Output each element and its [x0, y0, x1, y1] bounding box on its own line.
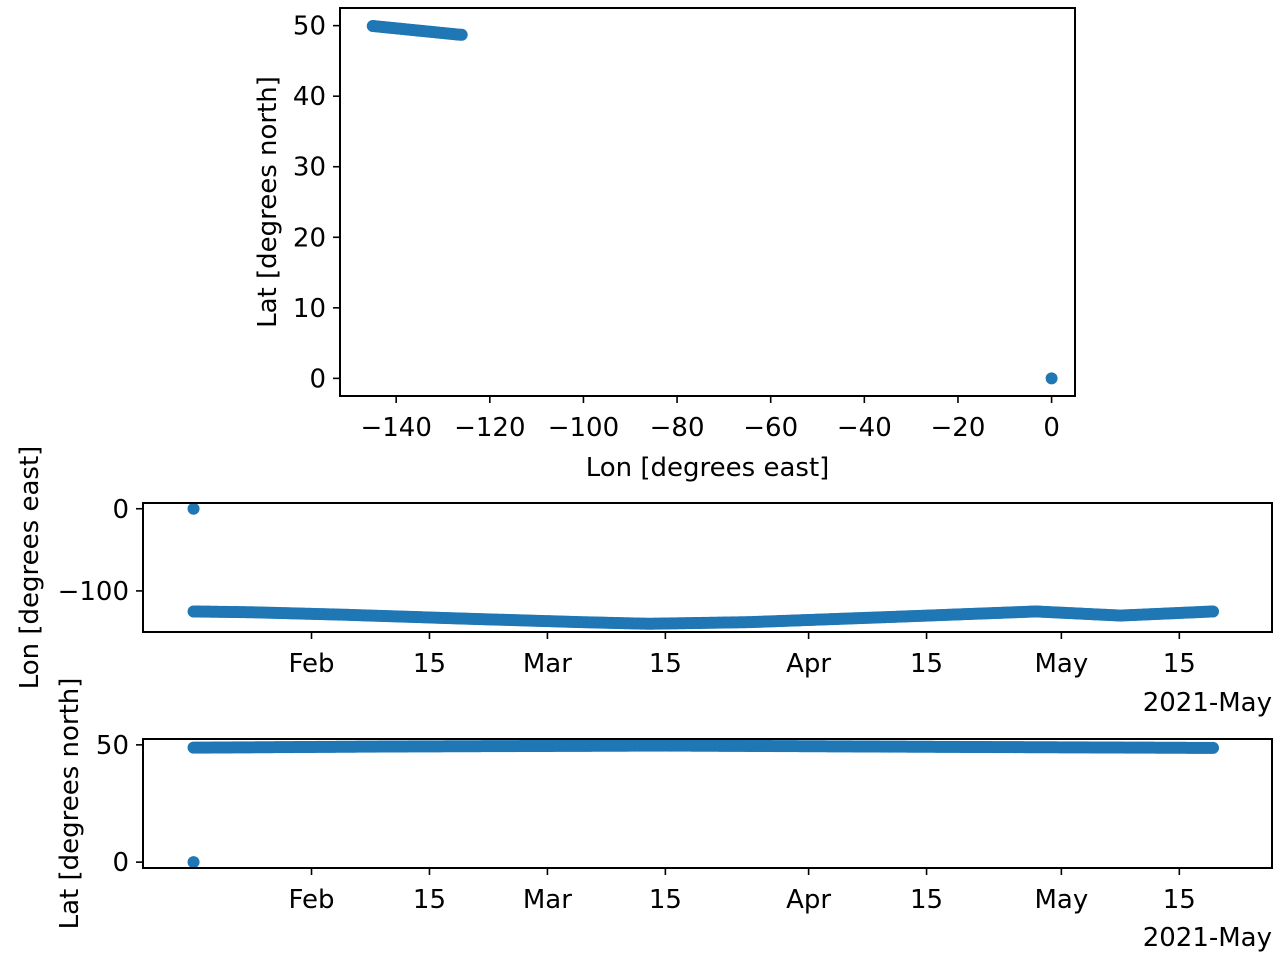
- y-tick-label: 50: [293, 12, 326, 42]
- axes-frame: [142, 738, 1273, 869]
- x-tick-label: −120: [454, 413, 525, 443]
- x-tick-label: Mar: [523, 885, 572, 915]
- timeseries-panel-lon: Feb 15 Mar 15 Apr 15 May 15 0 −100 Lon [degrees e…: [15, 446, 1273, 718]
- scatter-points: [187, 502, 1220, 630]
- x-tick-label: −100: [548, 413, 619, 443]
- scatter-panel-lat-vs-lon: −140 −120 −100 −80 −60 −40 −20 0 0 10 20 30 40 50 Lon…: [253, 7, 1076, 483]
- scatter-point: [187, 502, 200, 515]
- x-tick-label: 15: [413, 885, 446, 915]
- scatter-point: [1207, 741, 1220, 754]
- x-tick-label: 0: [1043, 413, 1060, 443]
- x-tick-label: −20: [931, 413, 986, 443]
- x-tick-label: 15: [910, 885, 943, 915]
- scatter-points: [187, 739, 1220, 869]
- y-tick-label: 20: [293, 223, 326, 253]
- x-tick-label: −80: [650, 413, 705, 443]
- x-tick-label: −60: [743, 413, 798, 443]
- y-axis-label: Lat [degrees north]: [55, 678, 85, 930]
- axes-frame: [339, 7, 1076, 397]
- x-tick-label: 15: [649, 885, 682, 915]
- scatter-point: [187, 856, 200, 869]
- x-tick-label: 15: [649, 649, 682, 679]
- date-offset-label: 2021-May: [1143, 688, 1272, 718]
- x-tick-label: Feb: [288, 885, 334, 915]
- scatter-point: [455, 28, 468, 41]
- y-tick-label: 0: [112, 848, 129, 878]
- y-tick-label: 10: [293, 294, 326, 324]
- x-tick-label: 15: [1163, 885, 1196, 915]
- y-tick-label: 0: [309, 364, 326, 394]
- y-tick-label: 40: [293, 82, 326, 112]
- y-tick-label: 0: [112, 495, 129, 525]
- scatter-point: [1207, 605, 1220, 618]
- x-tick-label: 15: [1163, 649, 1196, 679]
- x-axis-label: Lon [degrees east]: [586, 453, 830, 483]
- axes-frame: [142, 502, 1273, 633]
- x-tick-label: May: [1034, 649, 1088, 679]
- y-tick-label: −100: [58, 577, 129, 607]
- date-offset-label: 2021-May: [1143, 923, 1272, 953]
- y-axis-label: Lat [degrees north]: [253, 76, 283, 328]
- scatter-points: [366, 19, 1058, 385]
- y-tick-label: 50: [96, 731, 129, 761]
- axis-ticks: Feb 15 Mar 15 Apr 15 May 15 0 −100: [58, 495, 1196, 679]
- x-tick-label: Mar: [523, 649, 572, 679]
- x-tick-label: May: [1034, 885, 1088, 915]
- x-tick-label: Feb: [288, 649, 334, 679]
- x-tick-label: 15: [413, 649, 446, 679]
- scatter-point: [1045, 372, 1058, 385]
- y-axis-label: Lon [degrees east]: [15, 446, 45, 690]
- x-tick-label: Apr: [786, 885, 831, 915]
- timeseries-panel-lat: Feb 15 Mar 15 Apr 15 May 15 0 50 Lat [degrees nor…: [55, 678, 1273, 953]
- y-tick-label: 30: [293, 153, 326, 183]
- axis-ticks: Feb 15 Mar 15 Apr 15 May 15 0 50: [96, 731, 1196, 915]
- axis-ticks: −140 −120 −100 −80 −60 −40 −20 0 0 10 20 30 40 50: [293, 12, 1060, 443]
- x-tick-label: −140: [360, 413, 431, 443]
- x-tick-label: Apr: [786, 649, 831, 679]
- x-tick-label: −40: [837, 413, 892, 443]
- x-tick-label: 15: [910, 649, 943, 679]
